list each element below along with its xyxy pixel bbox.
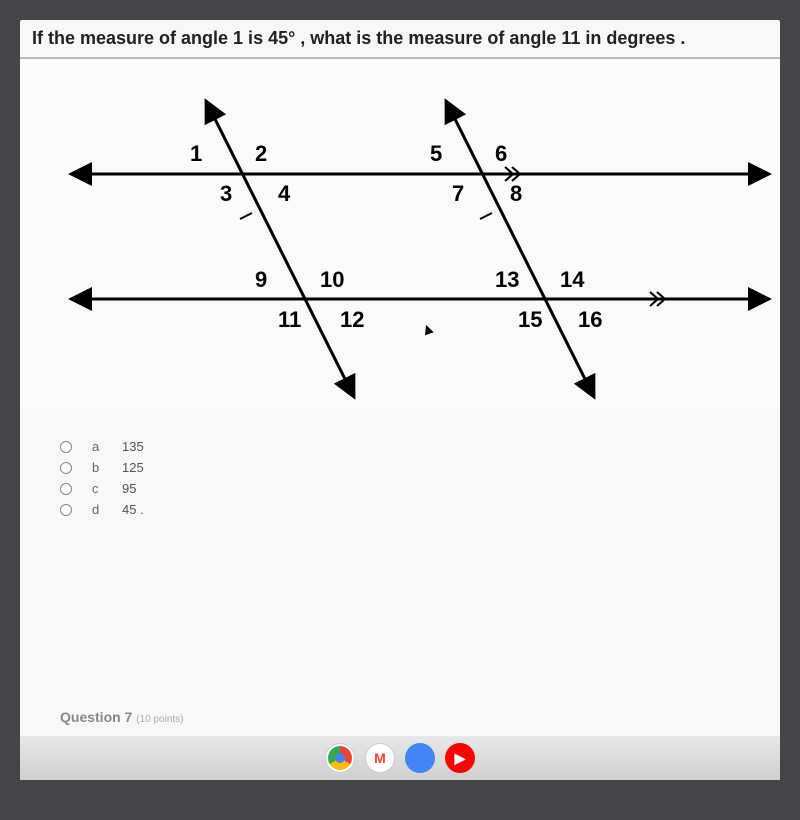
tick-2	[480, 213, 492, 219]
option-value: 125	[122, 460, 144, 475]
angle-label-10: 10	[320, 267, 344, 293]
chrome-icon[interactable]	[325, 743, 355, 773]
question-number: Question 7	[60, 709, 132, 725]
angle-label-12: 12	[340, 307, 364, 333]
option-value: 135	[122, 439, 144, 454]
angle-label-14: 14	[560, 267, 584, 293]
option-letter: d	[92, 502, 122, 517]
option-letter: c	[92, 481, 122, 496]
taskbar: M ▶	[20, 736, 780, 780]
tick-1	[240, 213, 252, 219]
angle-label-1: 1	[190, 141, 202, 167]
diagram-svg	[20, 59, 780, 409]
option-b[interactable]: b 125	[60, 460, 780, 475]
angle-label-7: 7	[452, 181, 464, 207]
radio-icon[interactable]	[60, 441, 72, 453]
answer-options: a 135 b 125 c 95 d 45 .	[20, 409, 780, 517]
angle-label-13: 13	[495, 267, 519, 293]
question-points: (10 points)	[136, 714, 183, 725]
quiz-screen: If the measure of angle 1 is 45° , what …	[20, 20, 780, 780]
youtube-icon[interactable]: ▶	[445, 743, 475, 773]
geometry-diagram: 1 2 3 4 5 6 7 8 9 10 11 12 13 14 15 16 ▲	[20, 59, 780, 409]
question-footer: Question 7 (10 points)	[60, 709, 184, 725]
question-text: If the measure of angle 1 is 45° , what …	[20, 20, 780, 59]
gmail-icon[interactable]: M	[365, 743, 395, 773]
radio-icon[interactable]	[60, 483, 72, 495]
angle-label-11: 11	[278, 307, 301, 333]
option-d[interactable]: d 45 .	[60, 502, 780, 517]
angle-label-5: 5	[430, 141, 442, 167]
radio-icon[interactable]	[60, 504, 72, 516]
transversal-1	[210, 109, 350, 389]
angle-label-4: 4	[278, 181, 290, 207]
angle-label-9: 9	[255, 267, 267, 293]
option-letter: b	[92, 460, 122, 475]
angle-label-2: 2	[255, 141, 267, 167]
angle-label-15: 15	[518, 307, 542, 333]
option-value: 95	[122, 481, 136, 496]
angle-label-6: 6	[495, 141, 507, 167]
option-c[interactable]: c 95	[60, 481, 780, 496]
angle-label-3: 3	[220, 181, 232, 207]
docs-icon[interactable]	[405, 743, 435, 773]
radio-icon[interactable]	[60, 462, 72, 474]
option-a[interactable]: a 135	[60, 439, 780, 454]
angle-label-8: 8	[510, 181, 522, 207]
option-value: 45 .	[122, 502, 144, 517]
angle-label-16: 16	[578, 307, 602, 333]
option-letter: a	[92, 439, 122, 454]
transversal-2	[450, 109, 590, 389]
